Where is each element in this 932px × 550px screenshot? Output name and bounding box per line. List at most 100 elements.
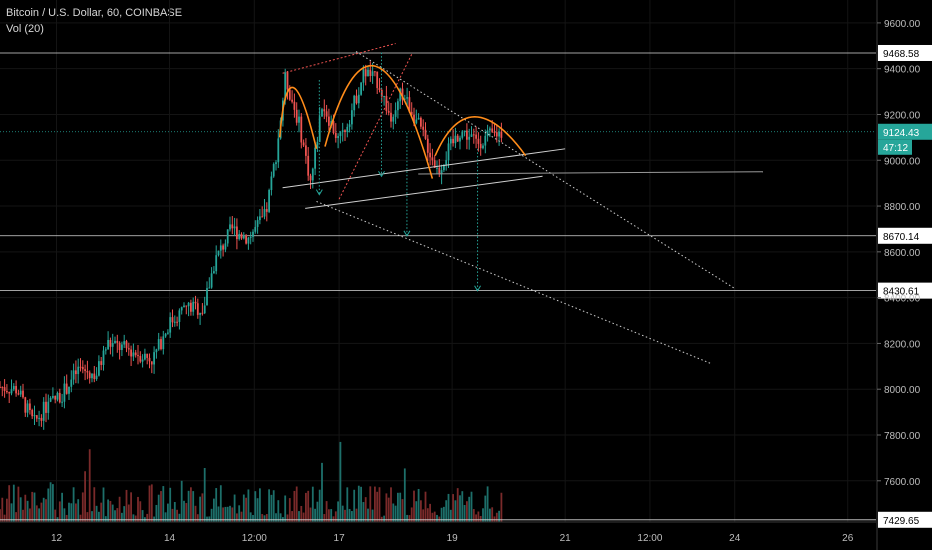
volume-bar — [132, 514, 135, 522]
candle-body — [91, 373, 93, 379]
current-price-badge — [878, 123, 932, 140]
candle-body — [254, 226, 257, 232]
volume-bar — [65, 514, 68, 522]
candle-body — [302, 142, 305, 146]
volume-bar — [362, 502, 365, 522]
y-tick-label: 8800.00 — [884, 202, 921, 213]
candle-body — [29, 403, 31, 411]
lower-trendline — [305, 175, 543, 209]
volume-bar — [35, 505, 38, 522]
volume-bar — [176, 509, 178, 522]
candle-body — [213, 271, 215, 274]
volume-bar — [164, 512, 167, 522]
candle-body — [459, 137, 461, 142]
volume-bar — [300, 505, 303, 522]
volume-bar — [339, 441, 342, 522]
volume-bar — [52, 484, 54, 522]
candle-body — [378, 88, 381, 91]
volume-bar — [426, 508, 429, 522]
volume-bar — [346, 487, 349, 522]
volume-bar — [489, 508, 491, 522]
volume-bar — [150, 484, 153, 522]
volume-bar — [316, 501, 319, 522]
candle-body — [86, 370, 89, 373]
candle-body — [495, 132, 498, 137]
volume-bar — [351, 511, 353, 522]
volume-bar — [206, 516, 208, 522]
y-tick-label: 8400.00 — [884, 294, 921, 305]
candle-body — [217, 250, 220, 256]
volume-bar — [226, 506, 229, 522]
y-tick-label: 9600.00 — [884, 19, 921, 30]
volume-bar — [70, 503, 73, 522]
neckline — [282, 148, 566, 189]
candle-body — [247, 237, 250, 244]
candle-body — [286, 72, 289, 90]
candle-body — [100, 361, 103, 365]
candle-body — [390, 112, 392, 122]
candle-body — [305, 145, 307, 156]
volume-bar — [88, 449, 91, 522]
candle-body — [104, 349, 107, 351]
candle-body — [187, 302, 190, 307]
candle-body — [259, 216, 261, 221]
upper-projection — [355, 51, 735, 289]
price-axis[interactable]: 9600.00 9400.00 9200.00 9000.00 8800.00 8600.… — [876, 0, 921, 550]
candle-body — [417, 117, 420, 120]
volume-bar — [245, 497, 247, 522]
candle-body — [449, 138, 452, 144]
volume-bar — [491, 507, 494, 522]
candle-body — [316, 141, 319, 148]
candle-body — [144, 353, 146, 360]
volume-bar — [127, 504, 130, 522]
volume-bar — [337, 501, 339, 522]
target-arrowhead — [315, 189, 323, 196]
x-tick-label: 12 — [51, 533, 63, 544]
candle-body — [56, 392, 59, 400]
volume-bar — [109, 500, 112, 522]
candle-body — [486, 130, 489, 136]
candle-body — [261, 216, 264, 218]
candle-body — [1, 387, 4, 389]
candle-body — [148, 357, 151, 362]
volume-bar — [1, 497, 4, 522]
candle-body — [10, 389, 13, 394]
volume-bar — [54, 509, 57, 522]
volume-bar — [371, 509, 374, 522]
candle-body — [422, 126, 425, 130]
candle-body — [309, 175, 312, 181]
volume-bar — [91, 511, 93, 522]
candle-body — [311, 168, 314, 181]
volume-bar — [288, 498, 291, 522]
volume-bar — [355, 508, 358, 522]
volume-bar — [279, 513, 282, 522]
volume-bar — [261, 514, 264, 522]
candle-body — [242, 235, 245, 239]
candle-body — [180, 307, 183, 311]
volume-bar — [305, 492, 307, 522]
volume-bar — [376, 491, 379, 522]
time-axis[interactable]: 12 14 12:00 17 19 21 12:00 24 26 — [0, 521, 876, 544]
volume-bar — [367, 508, 369, 522]
volume-bar — [134, 515, 137, 522]
volume-bar — [302, 512, 305, 522]
volume-bar — [270, 494, 273, 522]
y-tick-label: 9200.00 — [884, 110, 921, 121]
candle-body — [385, 96, 388, 111]
candle-body — [233, 226, 236, 229]
volume-bar — [26, 500, 29, 522]
volume-bar — [29, 508, 31, 522]
chart-title: Bitcoin / U.S. Dollar, 60, COINBASE — [6, 7, 183, 19]
volume-bar — [61, 492, 63, 522]
candle-body — [22, 390, 24, 398]
candle-body — [61, 401, 63, 403]
volume-bar — [236, 513, 238, 522]
shoulder-line — [282, 43, 396, 74]
candle-body — [231, 224, 234, 229]
volume-bar — [500, 492, 503, 522]
candle-body — [167, 332, 169, 334]
candle-body — [35, 415, 38, 419]
volume-bar — [417, 488, 420, 522]
x-tick-label: 17 — [334, 533, 346, 544]
